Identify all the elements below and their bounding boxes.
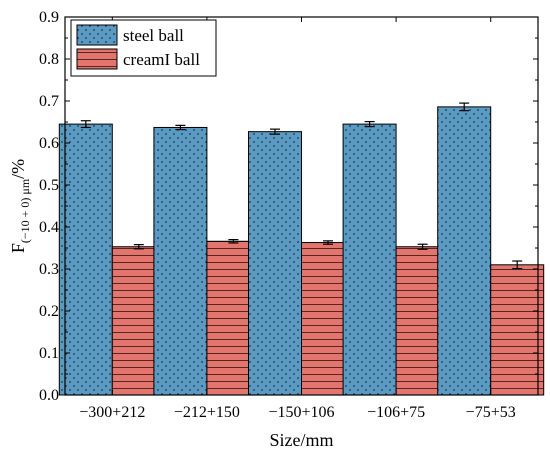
bar-steel-ball (153, 126, 208, 396)
y-tick-label: 0.1 (39, 345, 59, 362)
bar-steel-ball (342, 123, 397, 396)
y-axis-title-suffix: /% (8, 159, 28, 179)
y-tick-label: 0.7 (39, 93, 59, 110)
y-tick-label: 0.8 (39, 51, 59, 68)
y-tick-label: 0.3 (39, 261, 59, 278)
y-axis-title-main: F (8, 243, 28, 253)
legend-label-creami-ball: creamI ball (123, 50, 200, 69)
y-tick-label: 0.2 (39, 303, 59, 320)
bar-steel-ball (248, 131, 302, 396)
x-tick-label: −300+212 (79, 404, 145, 421)
y-tick-label: 0.4 (39, 219, 59, 236)
x-axis: −300+212 −212+150 −150+106 −106+75 −75+53 (79, 17, 516, 421)
bar-steel-ball (437, 106, 492, 396)
error-bars-layer (80, 102, 523, 270)
y-tick-label: 0.0 (39, 387, 59, 404)
x-axis-title: Size/mm (270, 430, 334, 450)
legend-label-steel-ball: steel ball (123, 26, 184, 45)
x-tick-label: −150+106 (268, 404, 334, 421)
y-axis-title-subscript: (−10 + 0) μm (18, 178, 32, 243)
y-tick-label: 0.6 (39, 135, 59, 152)
bar-creami-ball (490, 264, 545, 396)
legend: steel ball creamI ball (70, 19, 217, 77)
bars-layer (58, 106, 545, 396)
x-tick-label: −212+150 (174, 404, 240, 421)
x-tick-label: −75+53 (466, 404, 516, 421)
y-axis-title: F(−10 + 0) μm/% (8, 159, 32, 253)
y-tick-label: 0.9 (39, 9, 59, 26)
bar-steel-ball (58, 123, 113, 396)
legend-swatch-steel-ball (76, 24, 118, 46)
x-tick-label: −106+75 (367, 404, 425, 421)
y-axis: 0.0 0.1 0.2 0.3 0.4 0.5 0.6 0.7 0.8 0.9 (39, 9, 538, 404)
legend-swatch-creami-ball (76, 48, 118, 70)
y-tick-label: 0.5 (39, 177, 59, 194)
